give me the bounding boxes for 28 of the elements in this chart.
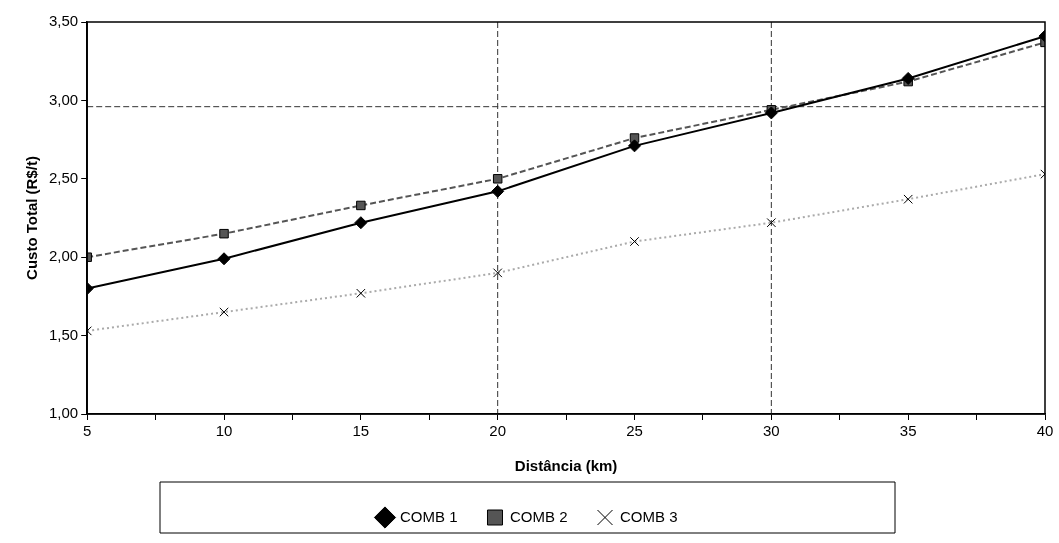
- x-tick-label: 15: [352, 422, 370, 440]
- x-tick-label: 40: [1036, 422, 1054, 440]
- x-tick-label: 5: [83, 422, 92, 440]
- y-tick-label: 2,00: [48, 247, 79, 265]
- x-tick-label: 10: [215, 422, 233, 440]
- legend-label: COMB 2: [510, 507, 568, 525]
- point: [219, 228, 229, 239]
- x-tick-label: 20: [489, 422, 507, 440]
- legend-label: COMB 1: [399, 507, 458, 525]
- x-axis-title: Distância (km): [514, 457, 618, 475]
- point: [354, 216, 368, 230]
- point: [492, 174, 503, 184]
- y-axis-title: Custo Total (R$/t): [23, 156, 41, 280]
- point: [217, 252, 231, 266]
- x-tick-label: 30: [763, 422, 780, 440]
- y-tick-label: 3,00: [48, 90, 79, 108]
- y-tick-label: 1,50: [48, 325, 79, 343]
- point: [901, 71, 915, 85]
- point: [764, 106, 778, 120]
- y-tick-label: 1,00: [48, 404, 79, 422]
- point: [356, 200, 366, 211]
- point: [491, 184, 505, 198]
- legend-label: COMB 3: [620, 507, 678, 525]
- y-tick-label: 3,50: [48, 12, 79, 30]
- point: [628, 139, 642, 153]
- x-tick-label: 35: [899, 422, 917, 440]
- y-tick-label: 2,50: [48, 168, 79, 186]
- x-tick-label: 25: [626, 422, 643, 440]
